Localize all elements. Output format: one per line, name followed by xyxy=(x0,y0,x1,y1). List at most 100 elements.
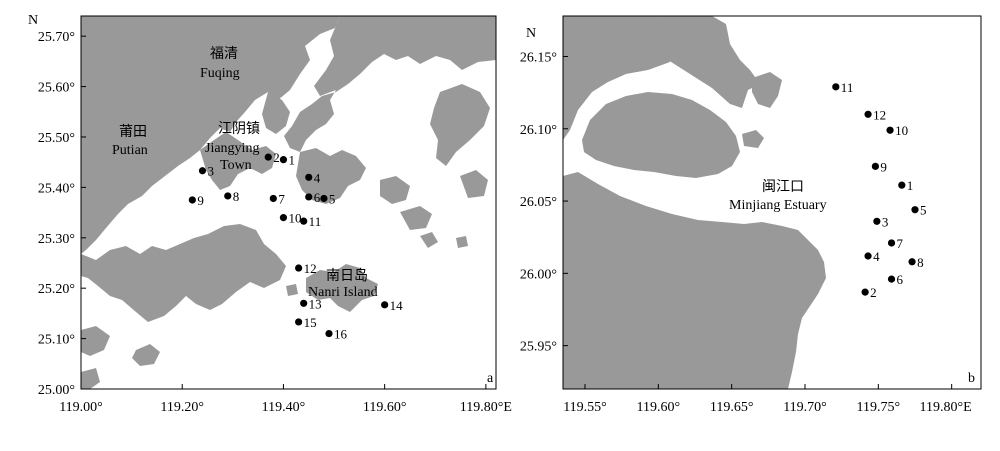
station-marker xyxy=(305,173,313,181)
east-islands-d xyxy=(460,170,488,198)
station-label: 8 xyxy=(233,189,240,204)
north-islet-b xyxy=(752,72,782,108)
putian-south-coast xyxy=(81,224,286,322)
mainland-a-east xyxy=(284,16,496,152)
station-marker xyxy=(224,192,232,200)
station-label: 5 xyxy=(329,191,336,206)
panel-a-y-tick-label: 25.40° xyxy=(38,181,75,196)
station-label: 15 xyxy=(304,315,317,330)
place-minjiang-cn: 闽江口 xyxy=(762,179,804,195)
panel-a-frame xyxy=(80,15,497,390)
station-marker xyxy=(898,181,906,189)
station-label: 13 xyxy=(309,296,322,311)
panel-a-y-tick-labels: 25.70° 25.60° 25.50° 25.40° 25.30° 25.20° 25.1… xyxy=(38,30,75,398)
station-label: 7 xyxy=(897,236,904,251)
station-marker xyxy=(320,194,328,203)
station-label: 4 xyxy=(314,170,321,185)
panel-b-x-tick-labels: 119.55° 119.60° 119.65° 119.70° 119.75° 119.8… xyxy=(563,400,971,415)
panel-b-x-tick-label: 119.60° xyxy=(637,400,681,415)
place-nanri-cn: 南日岛 xyxy=(326,268,368,284)
map-panel-b: 26.15° 26.10° 26.05° 26.00° 25.95° 119.55° 11… xyxy=(520,15,982,415)
station-label: 7 xyxy=(278,191,285,206)
panel-b-y-tick-label: 26.15° xyxy=(520,50,557,65)
station-label: 16 xyxy=(334,327,348,342)
station-label: 10 xyxy=(895,123,908,138)
station-marker xyxy=(198,167,207,175)
south-mainland-b xyxy=(563,172,826,389)
panel-b-land xyxy=(563,16,981,389)
panel-b-x-tick-label: 119.80°E xyxy=(920,400,972,415)
panel-a-y-tick-label: 25.10° xyxy=(38,333,75,348)
station-marker xyxy=(861,288,869,296)
station-marker xyxy=(832,83,840,91)
south-island-small xyxy=(132,344,160,366)
station-marker xyxy=(305,193,313,201)
station-marker xyxy=(886,126,894,134)
north-mainland-b xyxy=(563,16,981,108)
place-fuqing-cn: 福清 xyxy=(210,46,238,62)
jiangying-peninsula xyxy=(200,132,276,190)
nanri-island xyxy=(306,264,378,312)
station-marker xyxy=(887,275,896,283)
panel-a-y-tick-label: 25.60° xyxy=(38,81,75,96)
station-label: 2 xyxy=(273,150,280,165)
panel-a-x-tick-label: 119.40° xyxy=(262,400,306,415)
panel-b-x-tick-label: 119.70° xyxy=(783,400,827,415)
panel-a-x-tick-label: 119.20° xyxy=(160,400,204,415)
station-label: 6 xyxy=(897,272,904,287)
place-putian-cn: 莆田 xyxy=(119,124,147,140)
place-minjiang-en: Minjiang Estuary xyxy=(729,198,827,213)
station-label: 12 xyxy=(304,261,317,276)
station-label: 5 xyxy=(920,203,927,218)
station-label: 8 xyxy=(917,255,924,270)
station-marker xyxy=(279,214,288,222)
panel-b-north-label: N xyxy=(526,26,536,41)
panel-b-y-tick-label: 25.95° xyxy=(520,340,557,355)
station-marker xyxy=(871,162,880,170)
station-label: 3 xyxy=(882,214,889,229)
place-nanri-en: Nanri Island xyxy=(308,285,378,300)
station-marker xyxy=(908,258,916,266)
panel-a-y-tick-label: 25.00° xyxy=(38,383,75,398)
panel-b-y-tick-label: 26.10° xyxy=(520,123,557,138)
mainland-a xyxy=(81,16,340,254)
estuary-island xyxy=(582,92,740,178)
panel-a-x-tick-label: 119.00° xyxy=(59,400,103,415)
station-marker xyxy=(911,206,919,214)
station-marker xyxy=(300,299,308,307)
station-marker xyxy=(325,329,333,338)
place-fuqing-en: Fuqing xyxy=(200,66,240,81)
station-label: 10 xyxy=(288,211,301,226)
sw-corner-land xyxy=(81,368,100,389)
station-label: 9 xyxy=(880,159,887,174)
panel-b-y-tick-label: 26.00° xyxy=(520,267,557,282)
north-coast-b xyxy=(563,16,670,140)
map-panel-a: 25.70° 25.60° 25.50° 25.40° 25.30° 25.20° 25.1… xyxy=(28,13,512,415)
east-islands-c xyxy=(430,84,490,166)
panel-b-y-tick-labels: 26.15° 26.10° 26.05° 26.00° 25.95° xyxy=(520,50,557,354)
panel-a-y-tick-label: 25.70° xyxy=(38,30,75,45)
station-marker xyxy=(295,318,303,326)
place-jiangying-en2: Town xyxy=(220,158,252,173)
station-label: 4 xyxy=(873,249,880,264)
station-marker xyxy=(864,110,872,118)
panel-b-ticks xyxy=(563,55,953,389)
panel-b-x-tick-label: 119.75° xyxy=(857,400,901,415)
panel-a-north-label: N xyxy=(28,13,38,28)
east-coast-land xyxy=(296,148,366,204)
panel-a-y-tick-label: 25.50° xyxy=(38,131,75,146)
panel-b-x-tick-label: 119.55° xyxy=(563,400,607,415)
station-label: 11 xyxy=(841,80,854,95)
panel-a-x-tick-label: 119.60° xyxy=(363,400,407,415)
place-jiangying-cn: 江阴镇 xyxy=(218,121,260,137)
place-jiangying-en1: Jiangying xyxy=(205,141,259,156)
station-marker xyxy=(188,196,196,204)
station-label: 3 xyxy=(207,164,214,179)
panel-a-land xyxy=(81,16,496,389)
panel-b-y-tick-label: 26.05° xyxy=(520,195,557,210)
panel-b-stations: 11 12 10 9 15 37 4 86 2 xyxy=(832,80,927,300)
station-marker xyxy=(381,301,389,309)
panel-a-ticks xyxy=(80,35,487,390)
